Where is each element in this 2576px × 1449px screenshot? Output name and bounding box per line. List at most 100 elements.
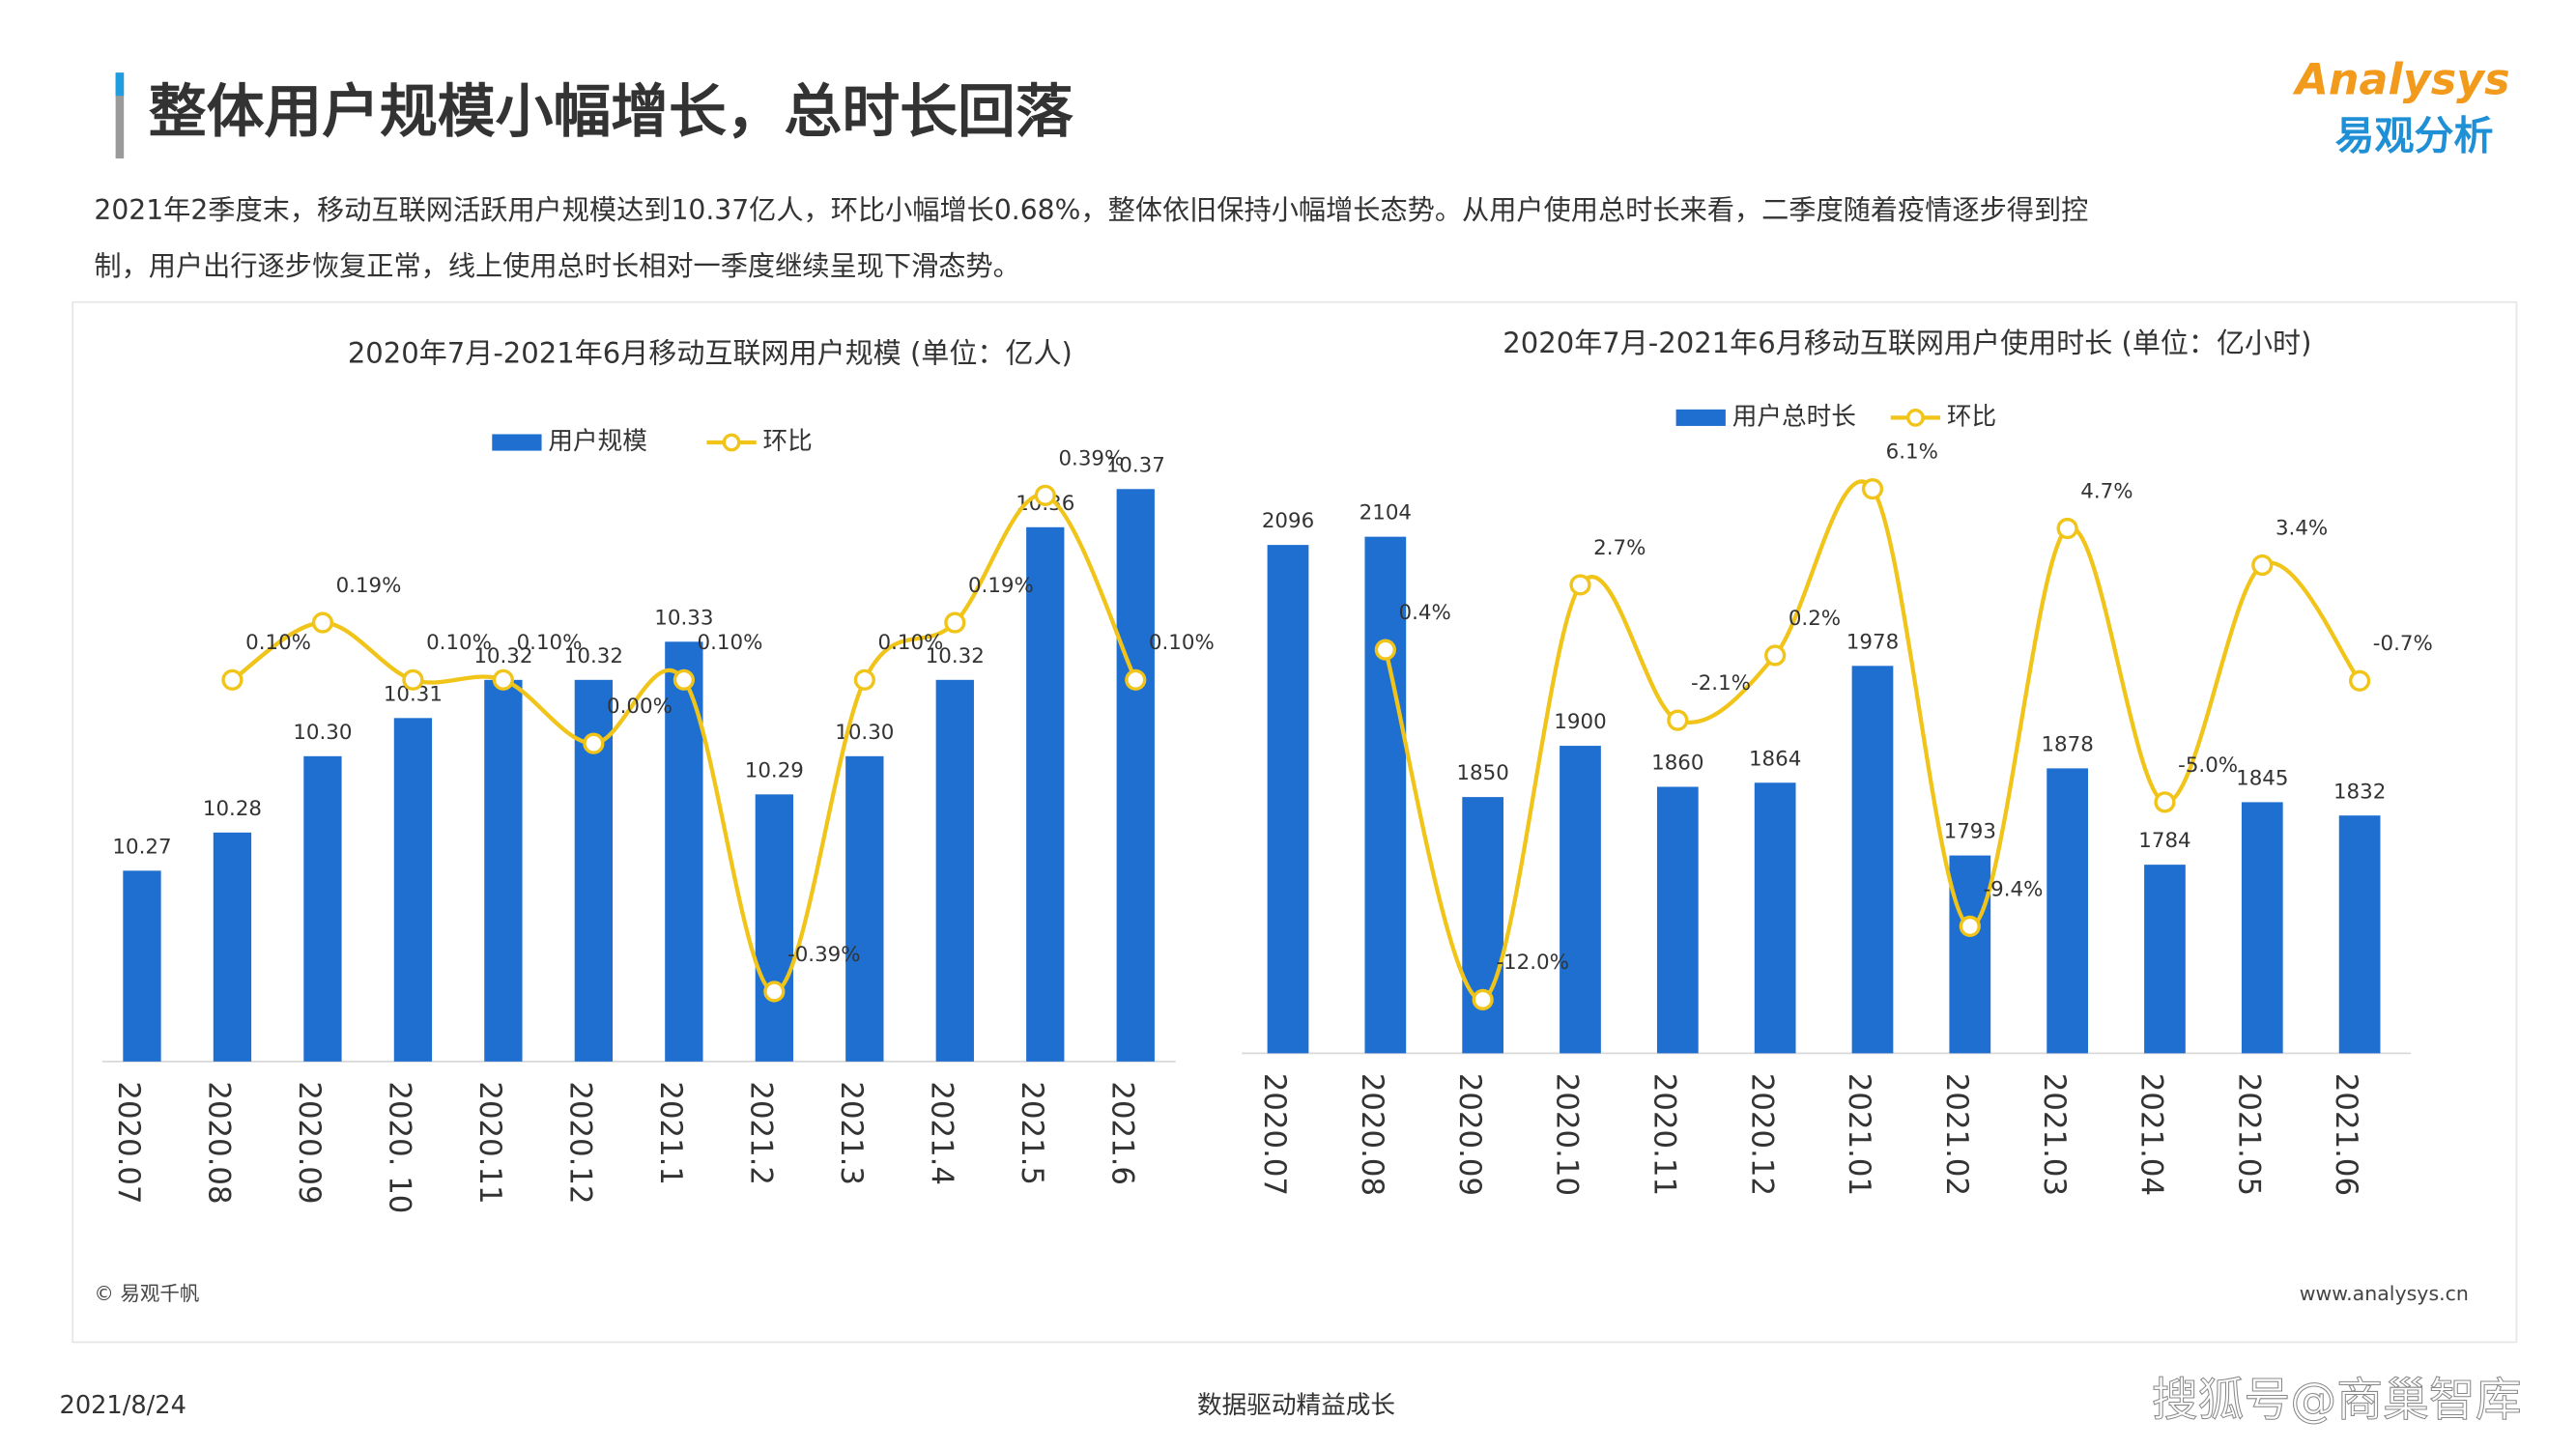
- bar: [2338, 815, 2381, 1054]
- line-value-label: 0.10%: [426, 631, 492, 655]
- logo-cn: 易观分析: [2335, 113, 2494, 159]
- line-value-label: -5.0%: [2178, 753, 2238, 778]
- bar: [2144, 865, 2186, 1054]
- bar: [303, 755, 342, 1062]
- line-value-label: 6.1%: [1886, 440, 1938, 465]
- bar-value-label: 1878: [2041, 732, 2093, 756]
- x-tick-label: 2020.09: [292, 1081, 327, 1204]
- x-tick-label: 2021.2: [743, 1081, 778, 1185]
- line-marker: [1374, 639, 1396, 661]
- line-value-label: 0.10%: [245, 631, 311, 655]
- line-marker: [2056, 517, 2078, 540]
- line-marker: [1125, 668, 1147, 691]
- bar: [1949, 855, 1991, 1054]
- x-tick-label: 2021.4: [924, 1081, 959, 1185]
- legend-swatch: [492, 434, 542, 451]
- line-marker: [944, 611, 966, 634]
- line-marker: [853, 668, 875, 691]
- line-value-label: 2.7%: [1593, 536, 1646, 560]
- x-tick-label: 2021.03: [2037, 1073, 2072, 1196]
- bar: [1116, 489, 1155, 1062]
- x-tick-label: 2021.06: [2329, 1073, 2363, 1196]
- x-tick-label: 2020.11: [472, 1081, 507, 1204]
- slogan: 数据驱动精益成长: [1197, 1391, 1395, 1420]
- x-tick-label: 2021.04: [2134, 1073, 2169, 1196]
- site: www.analysys.cn: [2300, 1282, 2469, 1305]
- bar-value-label: 10.32: [473, 644, 532, 668]
- chart-title: 2020年7月-2021年6月移动互联网用户使用时长 (单位：亿小时): [1503, 327, 2311, 359]
- bar: [1754, 782, 1796, 1054]
- line-marker: [1569, 574, 1591, 596]
- bar-value-label: 1784: [2138, 829, 2190, 853]
- line-marker: [2154, 791, 2176, 813]
- bar-value-label: 10.37: [1106, 453, 1165, 477]
- bar-value-label: 1845: [2236, 766, 2288, 790]
- bar-value-label: 2096: [1262, 509, 1314, 533]
- bar-value-label: 10.33: [654, 606, 713, 630]
- date: 2021/8/24: [60, 1391, 186, 1420]
- line-value-label: 0.39%: [1058, 446, 1124, 470]
- line-marker: [1472, 988, 1494, 1010]
- x-tick-label: 2021.3: [834, 1081, 869, 1185]
- line-value-label: 0.10%: [877, 631, 943, 655]
- description: 2021年2季度末，移动互联网活跃用户规模达到10.37亿人，环比小幅增长0.6…: [94, 194, 2088, 226]
- bar: [2046, 768, 2088, 1054]
- x-tick-label: 2020. 10: [383, 1081, 417, 1213]
- bar-value-label: 10.28: [203, 797, 262, 821]
- legend-swatch: [1675, 409, 1726, 426]
- line-value-label: -12.0%: [1496, 951, 1569, 975]
- x-tick-label: 2021.6: [1104, 1081, 1139, 1185]
- line-value-label: -2.1%: [1691, 671, 1751, 696]
- bar-value-label: 1850: [1456, 761, 1508, 785]
- bar: [1560, 746, 1601, 1054]
- watermark: 搜狐号@商巢智库: [2152, 1375, 2522, 1428]
- bar: [935, 679, 974, 1062]
- line-marker: [1959, 915, 1981, 938]
- legend-marker: [1906, 408, 1925, 427]
- bar-value-label: 1864: [1749, 747, 1801, 771]
- x-tick-label: 2021.01: [1842, 1073, 1876, 1196]
- description: 制，用户出行逐步恢复正常，线上使用总时长相对一季度继续呈现下滑态势。: [94, 250, 1019, 282]
- line-value-label: 0.10%: [1149, 631, 1215, 655]
- x-tick-label: 2020.08: [202, 1081, 237, 1204]
- bar-value-label: 1978: [1846, 630, 1899, 654]
- title-bar: [115, 72, 125, 159]
- legend-label: 用户规模: [548, 427, 647, 456]
- line-value-label: -9.4%: [1983, 877, 2043, 901]
- line-value-label: 3.4%: [2275, 516, 2328, 540]
- x-tick-label: 2020.10: [1550, 1073, 1585, 1196]
- logo: Analysys: [2293, 55, 2510, 104]
- line-marker: [673, 668, 695, 691]
- bar: [213, 832, 252, 1062]
- bar-value-label: 10.32: [926, 644, 985, 668]
- x-tick-label: 2021.1: [653, 1081, 688, 1185]
- chart-title: 2020年7月-2021年6月移动互联网用户规模 (单位：亿人): [348, 336, 1073, 369]
- line-marker: [492, 668, 515, 691]
- x-tick-label: 2020.08: [1355, 1073, 1389, 1196]
- x-tick-label: 2021.02: [1939, 1073, 1974, 1196]
- bar: [1364, 536, 1407, 1054]
- x-tick-label: 2021.05: [2231, 1073, 2266, 1196]
- line-marker: [221, 668, 243, 691]
- x-tick-label: 2020.07: [1257, 1073, 1292, 1196]
- x-tick-label: 2021.5: [1015, 1081, 1049, 1185]
- line-marker: [1764, 644, 1787, 667]
- bar: [393, 718, 433, 1062]
- legend-label: 环比: [1947, 402, 1996, 431]
- bar: [1851, 666, 1894, 1054]
- line-marker: [402, 668, 424, 691]
- x-tick-label: 2020.12: [1744, 1073, 1779, 1196]
- line-value-label: 0.2%: [1789, 607, 1841, 631]
- line-value-label: 0.10%: [698, 631, 763, 655]
- line-value-label: 0.4%: [1399, 601, 1451, 625]
- legend-label: 环比: [763, 427, 813, 456]
- bar-value-label: 1900: [1554, 710, 1606, 734]
- bar: [755, 794, 793, 1062]
- bar-value-label: 1860: [1651, 752, 1703, 776]
- bar: [1267, 545, 1309, 1054]
- line-marker: [2251, 554, 2274, 577]
- line-marker: [2349, 669, 2371, 692]
- line-value-label: -0.39%: [787, 943, 861, 967]
